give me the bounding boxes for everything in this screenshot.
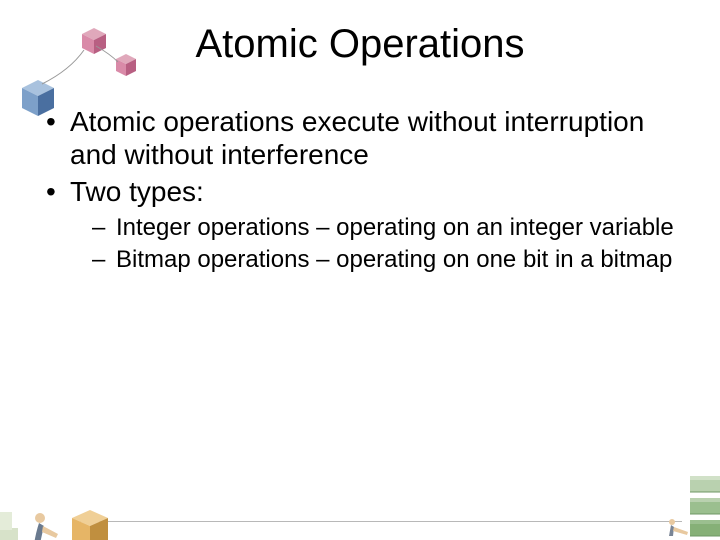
bullet-text: Atomic operations execute without interr…: [70, 106, 644, 170]
bullet-text: Two types:: [70, 176, 204, 207]
bullet-item: Two types: Integer operations – operatin…: [40, 175, 680, 275]
slide-body: Atomic operations execute without interr…: [0, 105, 720, 275]
slide: Atomic Operations Atomic operations exec…: [0, 22, 720, 540]
slide-title: Atomic Operations: [0, 22, 720, 67]
sub-bullet-text: Bitmap operations – operating on one bit…: [116, 246, 672, 273]
decoration-bottom-left: [0, 472, 140, 540]
bullet-list: Atomic operations execute without interr…: [40, 105, 680, 275]
sub-bullet-item: Integer operations – operating on an int…: [92, 214, 680, 242]
bullet-item: Atomic operations execute without interr…: [40, 105, 680, 171]
decoration-bottom-right: [660, 466, 720, 540]
sub-bullet-text: Integer operations – operating on an int…: [116, 214, 674, 241]
sub-bullet-item: Bitmap operations – operating on one bit…: [92, 246, 680, 274]
divider-line: [80, 521, 682, 522]
sub-bullet-list: Integer operations – operating on an int…: [92, 214, 680, 275]
